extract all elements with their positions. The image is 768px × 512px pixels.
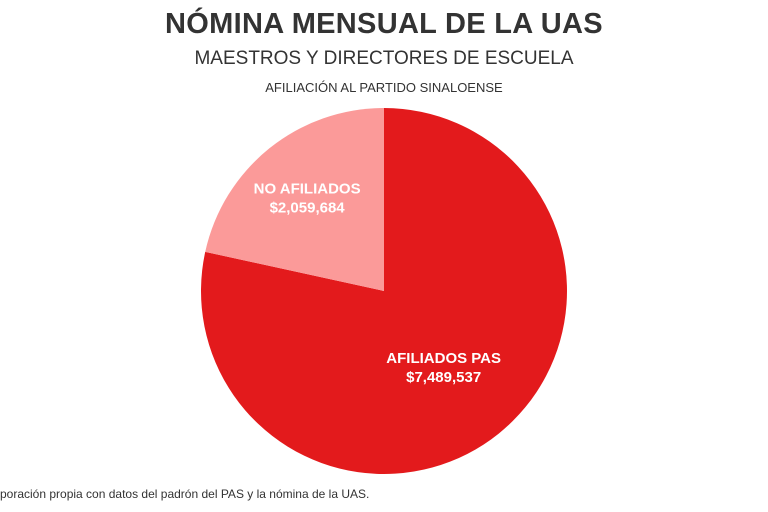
pie-slice-no-afiliados [205, 108, 384, 291]
chart-title: NÓMINA MENSUAL DE LA UAS [165, 8, 603, 40]
footnote: poración propia con datos del padrón del… [0, 487, 370, 501]
slice-value-label: $7,489,537 [406, 369, 481, 386]
pie-slice-afiliados [200, 108, 567, 474]
slice-label: NO AFILIADOS [254, 180, 361, 197]
slice-label: AFILIADOS PAS [386, 350, 501, 367]
chart-subtitle: MAESTROS Y DIRECTORES DE ESCUELA [194, 48, 574, 69]
slice-value-label: $2,059,684 [270, 199, 346, 216]
chart-subsubtitle: AFILIACIÓN AL PARTIDO SINALOENSE [265, 80, 503, 95]
